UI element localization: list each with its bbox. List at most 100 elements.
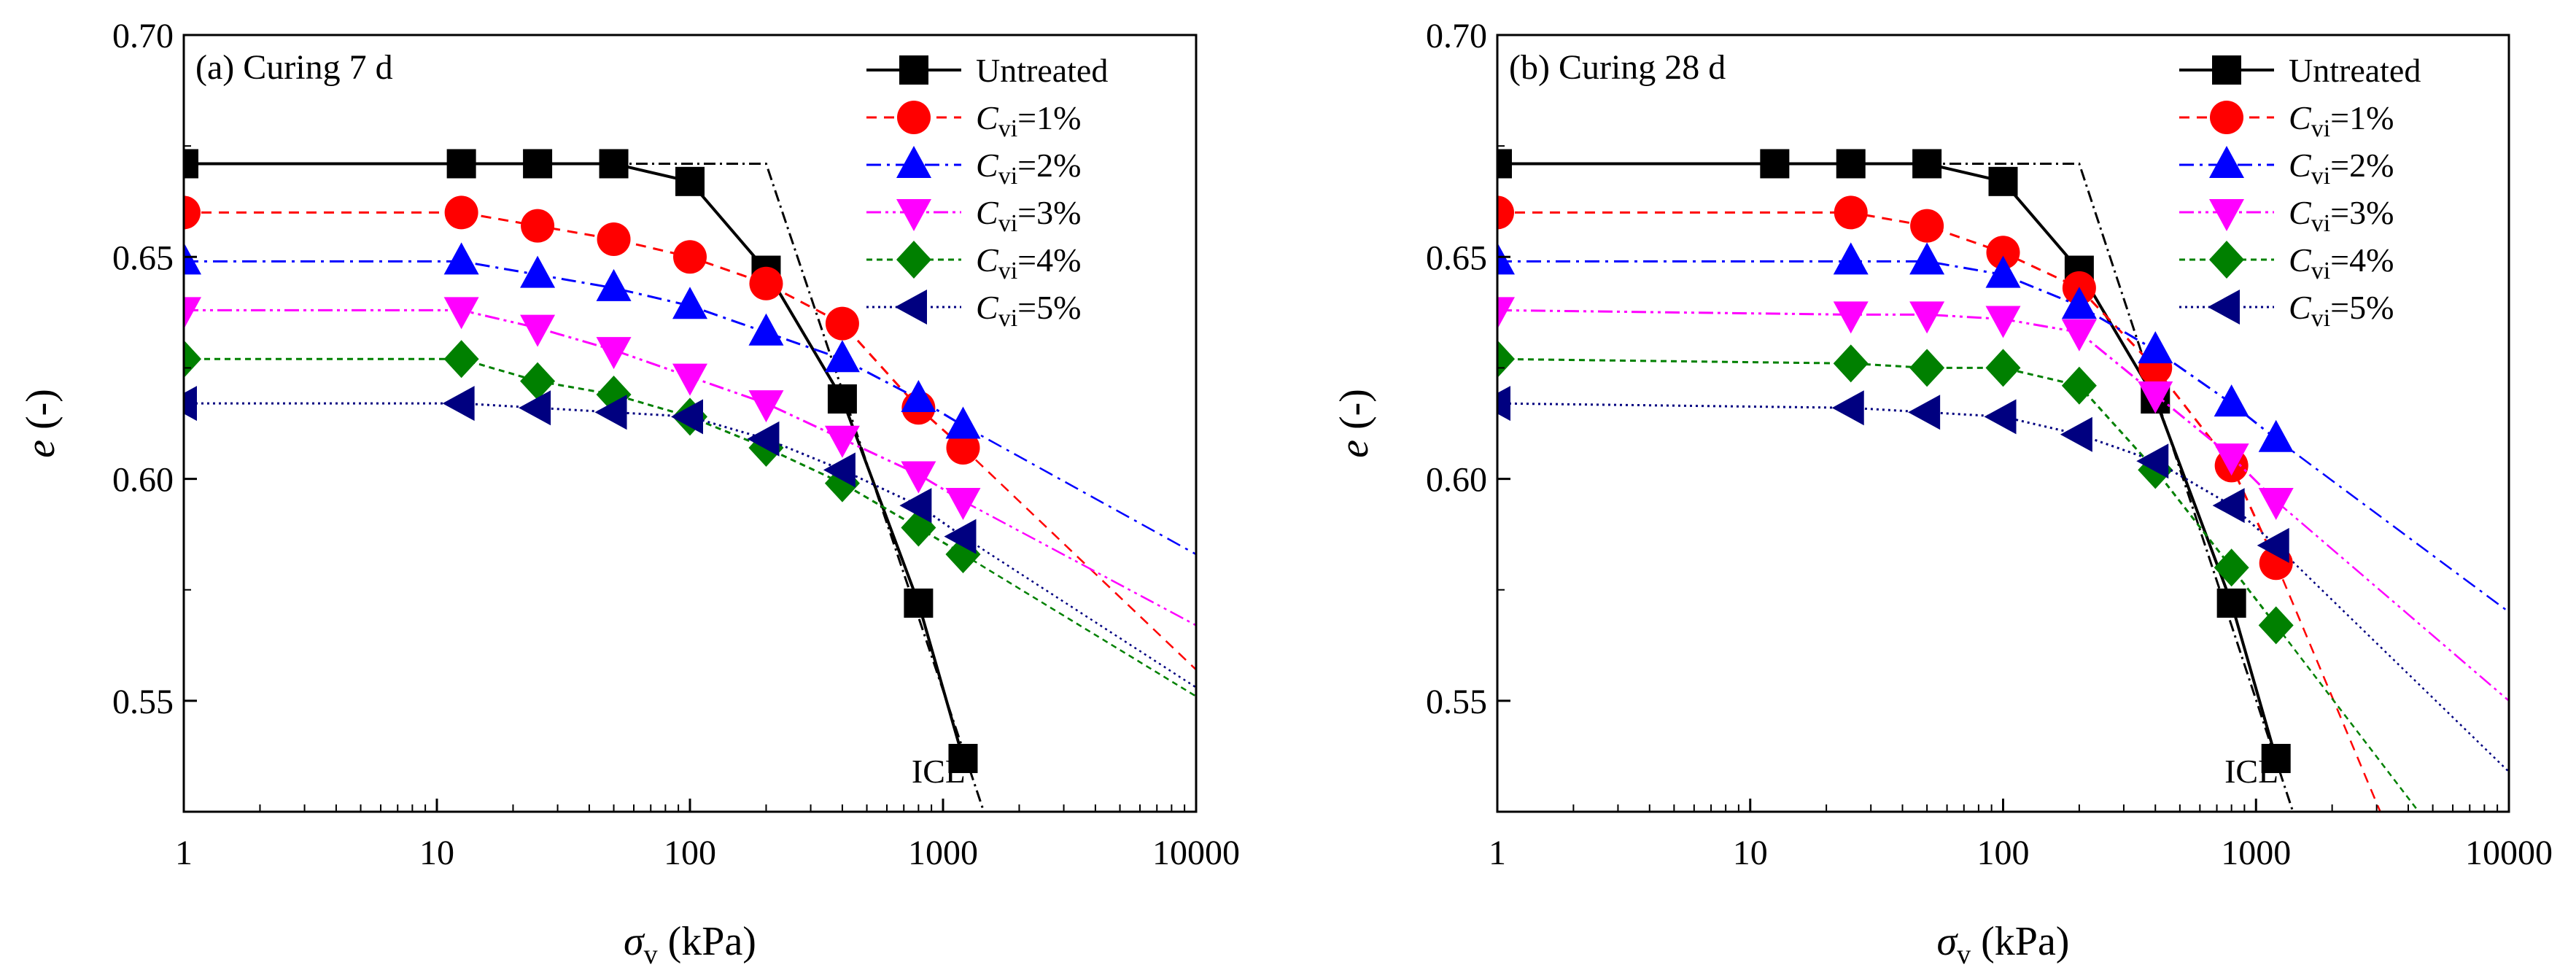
- data-point-c5: [2136, 443, 2169, 479]
- x-axis-subscript: v: [644, 939, 658, 970]
- data-point-c1: [673, 240, 707, 274]
- data-point-untreated: [827, 384, 857, 414]
- data-point-c4: [520, 362, 556, 400]
- y-tick-label: 0.65: [1426, 238, 1487, 277]
- series-c1: [1497, 195, 2293, 581]
- data-point-c2: [1497, 242, 1515, 275]
- data-point-c3: [945, 488, 981, 520]
- legend-marker: [2209, 241, 2244, 279]
- icl-annotation: ICL: [912, 753, 966, 790]
- series-line-c2: [1497, 260, 2277, 440]
- data-point-c3: [2138, 381, 2173, 414]
- data-point-c2: [520, 255, 556, 288]
- legend-symbol: C: [2289, 99, 2312, 136]
- data-point-c3: [1833, 301, 1869, 334]
- y-axis: 0.55 0.60 0.65 0.70: [1426, 17, 1510, 721]
- legend-value: =4%: [2330, 241, 2394, 279]
- data-point-untreated: [184, 149, 198, 179]
- data-point-untreated: [1836, 149, 1866, 179]
- legend-marker: [2208, 290, 2240, 325]
- trend-line-c3: [2275, 500, 2509, 702]
- data-point-c1: [749, 266, 783, 300]
- y-tick-label: 0.60: [1426, 461, 1487, 500]
- legend-marker: [896, 241, 931, 279]
- x-axis-symbol: σ: [1937, 919, 1959, 964]
- data-point-c2: [2214, 384, 2249, 417]
- y-axis-symbol: e: [18, 440, 63, 458]
- legend-label: Cvi=1%: [976, 99, 1081, 142]
- data-point-c1: [825, 306, 859, 341]
- data-point-c3: [596, 337, 632, 370]
- series-c5: [1497, 386, 2289, 563]
- data-point-c5: [944, 519, 977, 554]
- legend-subscript: vi: [2311, 115, 2330, 142]
- data-point-untreated: [904, 588, 934, 618]
- legend-marker: [2212, 55, 2241, 85]
- data-point-c1: [946, 430, 980, 465]
- legend-symbol: C: [2289, 241, 2312, 279]
- data-point-untreated: [599, 149, 629, 179]
- data-point-c5: [594, 395, 627, 430]
- legend-text-main: Untreated: [976, 52, 1108, 89]
- legend-symbol: C: [976, 194, 999, 231]
- panel-title: (a) Curing 7 d: [195, 48, 393, 87]
- legend-label: Cvi=3%: [2289, 194, 2394, 237]
- trend-line-c2: [2275, 438, 2509, 613]
- legend-value: =1%: [2330, 99, 2394, 136]
- x-tick-label: 1000: [908, 834, 978, 872]
- legend-marker: [2210, 101, 2243, 134]
- series-c4: [184, 340, 981, 574]
- data-point-c4: [443, 340, 479, 379]
- legend-value: =2%: [1017, 147, 1081, 184]
- icl-line: [1497, 162, 2294, 812]
- series-c1: [184, 195, 980, 465]
- legend-marker: [2209, 199, 2244, 231]
- data-point-c5: [1908, 395, 1941, 430]
- data-point-c3: [1909, 301, 1945, 334]
- x-axis-unit: (kPa): [658, 919, 756, 964]
- data-point-c4: [2061, 366, 2097, 405]
- data-point-untreated: [2261, 743, 2291, 773]
- data-point-c2: [1985, 255, 2021, 288]
- y-axis-unit: (-): [18, 389, 63, 440]
- series-line-c3: [1497, 309, 2277, 503]
- legend-subscript: vi: [2311, 257, 2330, 284]
- legend-item-c2: Cvi=2%: [2179, 146, 2394, 190]
- x-axis-title: σv (kPa): [624, 919, 756, 970]
- data-point-c1: [184, 195, 201, 230]
- data-point-c1: [1910, 209, 1944, 243]
- data-point-c2: [596, 268, 632, 301]
- legend-marker: [895, 290, 927, 325]
- legend-marker: [2209, 146, 2244, 178]
- legend-value: =3%: [1017, 194, 1081, 231]
- legend-symbol: C: [976, 147, 999, 184]
- data-point-untreated: [675, 166, 705, 196]
- series-untreated: [1497, 149, 2291, 773]
- data-point-c3: [443, 297, 479, 330]
- data-point-c2: [2138, 331, 2173, 364]
- legend-subscript: vi: [998, 257, 1017, 284]
- data-point-c5: [1984, 399, 2017, 435]
- y-axis-unit: (-): [1332, 389, 1377, 440]
- panel-title: (b) Curing 28 d: [1509, 48, 1726, 87]
- series-c5: [184, 386, 977, 554]
- x-axis-title: σv (kPa): [1937, 919, 2070, 970]
- data-point-c2: [901, 380, 936, 413]
- x-tick-label: 100: [1977, 834, 2030, 872]
- series-line-c4: [1497, 357, 2277, 626]
- legend-item-untreated: Untreated: [2179, 52, 2421, 89]
- series-c2: [1497, 242, 2294, 452]
- trend-line-c1: [962, 447, 1196, 671]
- data-point-c3: [184, 297, 201, 330]
- data-point-c4: [1985, 349, 2021, 387]
- data-point-untreated: [1760, 149, 1790, 179]
- trend-line-c4: [962, 553, 1196, 697]
- legend-subscript: vi: [2311, 163, 2330, 190]
- legend-label: Cvi=4%: [976, 241, 1081, 284]
- chart-panel-b: 1 10 100 1000 10000 0.55 0.60 0.65 0.70 σv (kPa) e…: [1332, 17, 2553, 970]
- legend-subscript: vi: [2311, 305, 2330, 332]
- trend-line-c4: [2275, 624, 2420, 812]
- data-point-c5: [899, 488, 932, 524]
